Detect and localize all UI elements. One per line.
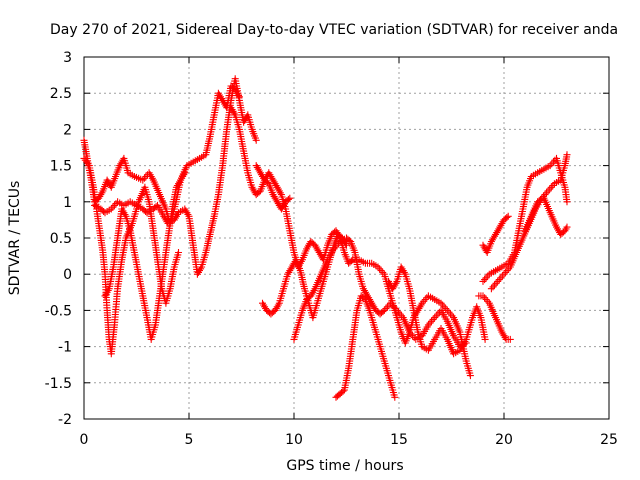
series-markers — [259, 230, 350, 322]
series-markers — [252, 162, 294, 213]
series-track-13 — [479, 212, 512, 256]
y-tick-label: -2 — [58, 412, 72, 428]
y-tick-label: -1.5 — [45, 376, 72, 392]
axis-ticks: 0 5 10 15 20 25 -2 -1.5 -1 -0.5 0 0.5 1 1.5 2 2.5 3 — [45, 50, 618, 448]
y-tick-label: 2.5 — [50, 86, 72, 102]
data-series — [80, 75, 571, 401]
x-tick-label: 5 — [185, 432, 194, 448]
series-track-10 — [349, 256, 474, 380]
series-markers — [479, 154, 571, 285]
x-axis-label: GPS time / hours — [286, 458, 403, 474]
series-markers — [332, 292, 399, 401]
series-track-2 — [80, 82, 243, 227]
series-markers — [479, 212, 512, 256]
series-markers — [80, 82, 243, 227]
y-tick-label: -1 — [58, 340, 72, 356]
series-track-6 — [252, 162, 294, 213]
y-tick-label: 1.5 — [50, 159, 72, 175]
y-tick-label: 0.5 — [50, 231, 72, 247]
series-track-1 — [80, 154, 182, 358]
series-track-11 — [385, 263, 489, 358]
series-markers — [521, 194, 571, 238]
series-track-16 — [521, 194, 571, 238]
x-tick-label: 10 — [285, 432, 303, 448]
series-track-7 — [259, 230, 350, 322]
series-track-4 — [101, 169, 189, 343]
x-tick-label: 25 — [600, 432, 618, 448]
y-tick-label: 0 — [63, 267, 72, 283]
series-track-9 — [332, 292, 399, 401]
y-tick-label: 2 — [63, 122, 72, 138]
y-tick-label: 3 — [63, 50, 72, 66]
x-tick-label: 0 — [80, 432, 89, 448]
chart-title: Day 270 of 2021, Sidereal Day-to-day VTE… — [50, 22, 618, 38]
y-tick-label: 1 — [63, 195, 72, 211]
series-markers — [101, 169, 189, 343]
series-track-12 — [475, 292, 514, 343]
series-markers — [80, 154, 182, 358]
x-tick-label: 20 — [495, 432, 513, 448]
series-track-14 — [479, 154, 571, 285]
series-markers — [475, 292, 514, 343]
x-tick-label: 15 — [390, 432, 408, 448]
y-tick-label: -0.5 — [45, 303, 72, 319]
series-track-8 — [290, 234, 470, 351]
y-axis-label: SDTVAR / TECUs — [7, 181, 23, 296]
